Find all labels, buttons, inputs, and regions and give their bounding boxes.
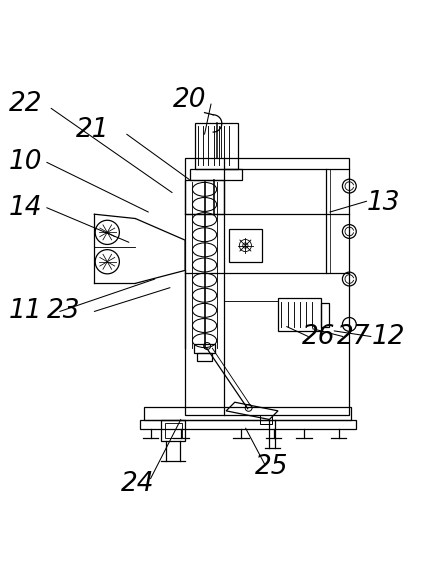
Bar xyxy=(190,169,242,180)
Bar xyxy=(164,423,181,437)
Text: 21: 21 xyxy=(75,117,108,143)
Bar xyxy=(320,303,328,326)
Text: 26: 26 xyxy=(302,324,335,350)
Bar xyxy=(139,419,355,429)
Text: 27: 27 xyxy=(336,324,369,350)
Bar xyxy=(229,230,261,262)
Text: 11: 11 xyxy=(8,298,42,325)
Text: 22: 22 xyxy=(8,91,42,117)
Bar xyxy=(184,180,224,214)
Bar xyxy=(194,123,237,169)
Bar xyxy=(144,408,351,419)
Text: 14: 14 xyxy=(8,194,42,221)
Bar xyxy=(259,415,271,424)
Text: 23: 23 xyxy=(47,298,81,325)
Text: 12: 12 xyxy=(371,324,404,350)
Bar xyxy=(193,344,215,353)
Bar xyxy=(161,419,184,441)
Bar xyxy=(196,353,212,361)
Text: 13: 13 xyxy=(366,190,400,217)
Text: 10: 10 xyxy=(8,150,42,175)
Bar xyxy=(277,298,320,331)
Text: 24: 24 xyxy=(121,471,154,498)
Text: 20: 20 xyxy=(172,86,206,113)
Bar xyxy=(184,158,349,415)
Text: 25: 25 xyxy=(254,454,288,480)
